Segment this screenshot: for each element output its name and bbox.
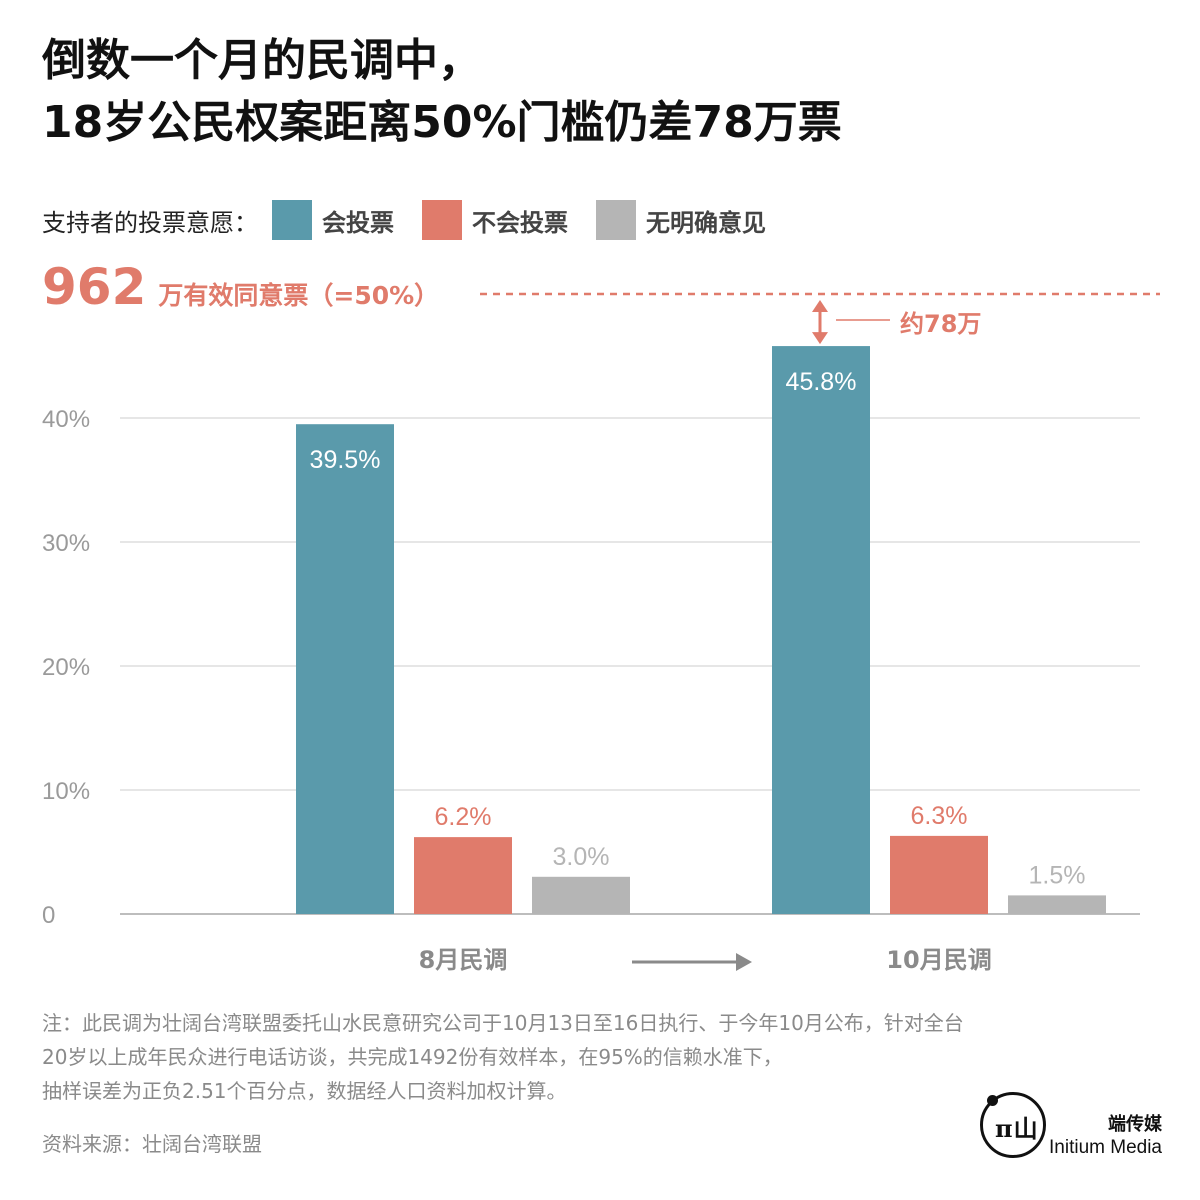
logo-dot — [987, 1095, 998, 1106]
title-line-1: 倒数一个月的民调中， — [42, 35, 482, 86]
bar — [414, 837, 512, 914]
category-label: 8月民调 — [419, 946, 508, 974]
legend-swatch-will-vote — [272, 200, 312, 240]
arrow-head-icon — [736, 953, 752, 971]
logo-glyph: π山 — [995, 1114, 1039, 1143]
data-label: 39.5% — [310, 446, 381, 474]
legend-item-will-vote: 会投票 — [272, 200, 394, 240]
footnote-line-3: 抽样误差为正负2.51个百分点，数据经人口资料加权计算。 — [42, 1079, 567, 1103]
source-note: 资料来源：壮阔台湾联盟 — [42, 1132, 262, 1156]
footnote-line-1: 注：此民调为壮阔台湾联盟委托山水民意研究公司于10月13日至16日执行、于今年1… — [42, 1011, 964, 1035]
y-tick-label: 40% — [42, 406, 90, 433]
legend-label-will-vote: 会投票 — [322, 208, 394, 237]
y-tick-label: 0 — [42, 902, 55, 929]
difference-arrow-up-icon — [812, 300, 828, 312]
threshold-label: 万有效同意票（=50%） — [158, 281, 440, 310]
brand-name-en: Initium Media — [1049, 1137, 1162, 1158]
data-label: 6.2% — [435, 803, 492, 831]
difference-arrow-down-icon — [812, 332, 828, 345]
footnote: 注：此民调为壮阔台湾联盟委托山水民意研究公司于10月13日至16日执行、于今年1… — [42, 1006, 1172, 1108]
footnote-line-2: 20岁以上成年民众进行电话访谈，共完成1492份有效样本，在95%的信赖水准下， — [42, 1045, 783, 1069]
bar — [890, 835, 988, 914]
data-label: 45.8% — [786, 368, 857, 396]
data-label: 1.5% — [1029, 861, 1086, 889]
threshold-annotation: 962 万有效同意票（=50%） — [42, 258, 439, 316]
bar — [296, 424, 394, 914]
bar-chart: 0 10% 20% 30% 40% 39.5% 6.2% 3.0% 8月民调 45.8% 6.3%… — [42, 292, 1160, 974]
bar — [532, 876, 630, 914]
bar — [772, 346, 870, 915]
annotation-layer: 39.5% 6.2% 3.0% 8月民调 45.8% 6.3% 1.5% 10月民调 — [310, 292, 1160, 974]
legend-item-will-not-vote: 不会投票 — [422, 200, 568, 240]
data-label: 3.0% — [553, 843, 610, 871]
initium-logo-icon: π山 — [980, 1092, 1046, 1158]
difference-label: 约78万 — [900, 310, 982, 338]
legend: 支持者的投票意愿： 会投票 不会投票 无明确意见 — [42, 198, 794, 242]
legend-lead: 支持者的投票意愿： — [42, 208, 258, 237]
legend-item-no-opinion: 无明确意见 — [596, 200, 766, 240]
chart-title: 倒数一个月的民调中， 18岁公民权案距离50%门槛仍差78万票 — [42, 30, 842, 154]
brand-name-cn: 端传媒 — [1108, 1114, 1162, 1135]
legend-label-no-opinion: 无明确意见 — [646, 208, 766, 237]
y-tick-label: 30% — [42, 530, 90, 557]
title-line-2: 18岁公民权案距离50%门槛仍差78万票 — [42, 97, 842, 148]
category-label: 10月民调 — [886, 946, 991, 974]
legend-label-will-not-vote: 不会投票 — [472, 208, 568, 237]
bar-layer — [296, 346, 1106, 915]
legend-swatch-no-opinion — [596, 200, 636, 240]
bar — [1008, 895, 1106, 914]
data-label: 6.3% — [911, 802, 968, 830]
threshold-number: 962 — [42, 258, 147, 316]
y-tick-label: 10% — [42, 778, 90, 805]
legend-swatch-will-not-vote — [422, 200, 462, 240]
y-tick-label: 20% — [42, 654, 90, 681]
